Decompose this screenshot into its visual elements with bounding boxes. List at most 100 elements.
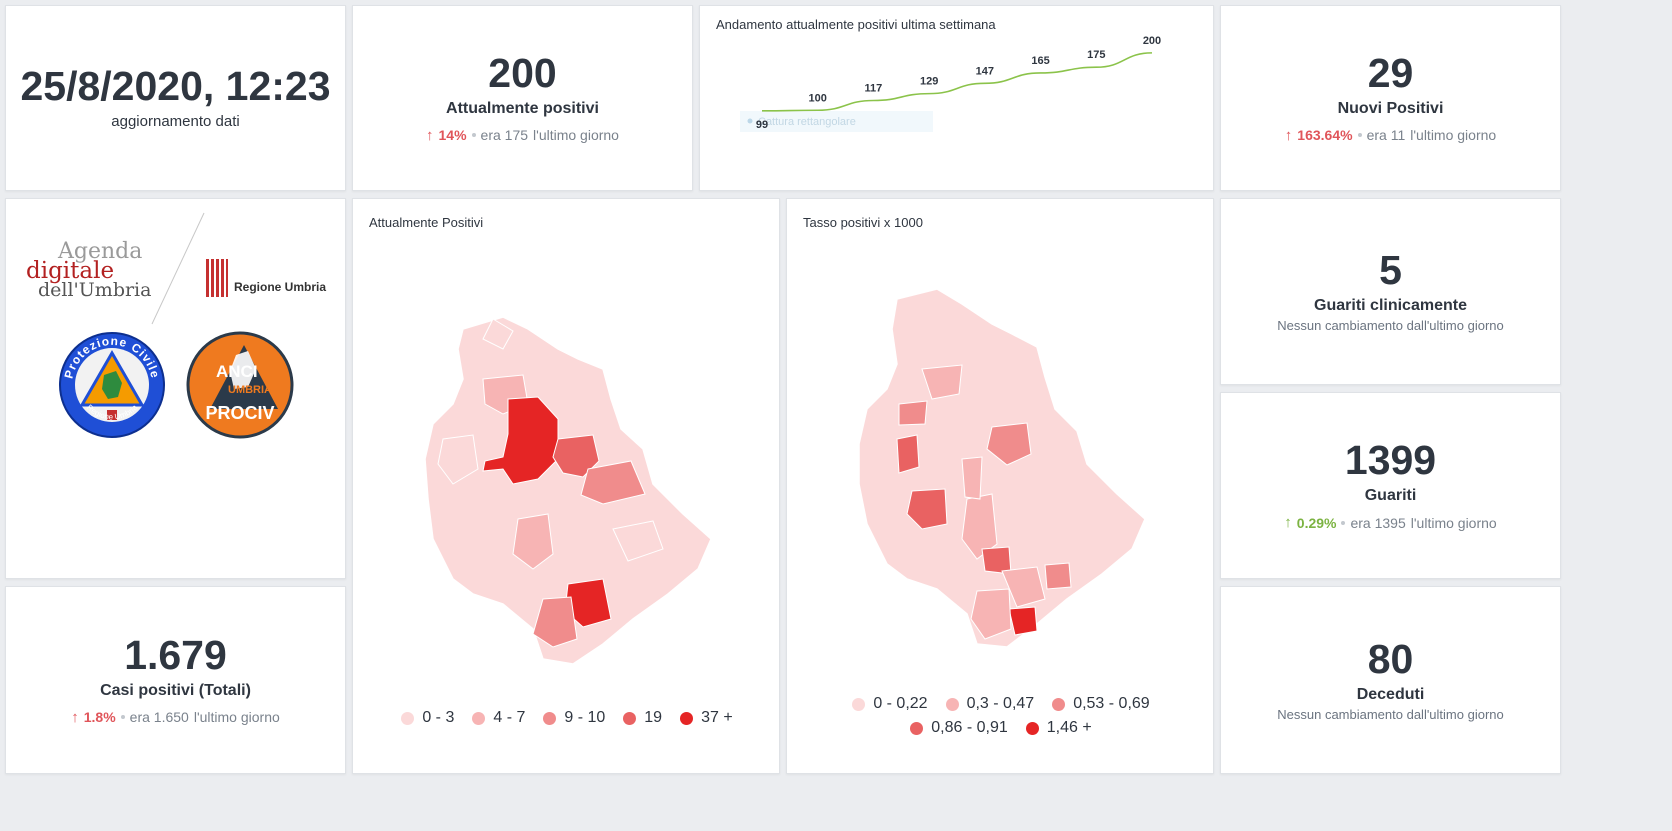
logos-card: Agenda digitale dell'Umbria Regione Umbr…	[5, 198, 346, 579]
trend-percent: 0.29%	[1296, 514, 1337, 531]
legend-label: 1,46 +	[1046, 719, 1092, 736]
municipality	[961, 456, 983, 500]
legend-label: 9 - 10	[564, 709, 606, 726]
series-line	[761, 52, 1153, 112]
municipality	[532, 596, 578, 648]
umbria-map-tasso[interactable]	[787, 199, 1215, 775]
legend-label: 0,53 - 0,69	[1073, 695, 1150, 712]
selection-hint-box	[740, 111, 933, 132]
kpi-label: Guariti clinicamente	[1314, 297, 1467, 314]
kpi-trend: ↑ 163.64% era 11 l'ultimo giorno	[1285, 127, 1496, 144]
map-attualmente-positivi-card: Attualmente Positivi 0 - 3 4 - 7 9 - 10 …	[352, 198, 780, 774]
data-label: 117	[865, 83, 883, 95]
data-label: 200	[1143, 35, 1161, 47]
separator-dot	[120, 715, 125, 719]
arrow-up-icon: ↑	[1284, 126, 1293, 144]
trend-chart-card: Andamento attualmente positivi ultima se…	[699, 5, 1214, 191]
timestamp-value: 25/8/2020, 12:23	[20, 63, 331, 109]
line-chart[interactable]: Cattura rettangolare 99 100 117 129 147 165 17…	[700, 6, 1215, 192]
legend-item[interactable]: 9 - 10	[543, 709, 605, 727]
separator-dot	[471, 133, 476, 137]
casi-totali-card: 1.679 Casi positivi (Totali) ↑ 1.8% era …	[5, 586, 346, 774]
municipality	[970, 588, 1012, 640]
agenda-digitale-logo: Agenda digitale dell'Umbria	[26, 239, 166, 309]
legend-item[interactable]: 4 - 7	[472, 709, 525, 727]
attualmente-positivi-card: 200 Attualmente positivi ↑ 14% era 175 l…	[352, 5, 693, 191]
svg-text:ANCI: ANCI	[216, 362, 258, 381]
protezione-civile-badge-icon: Protezione Civile Regione Umbria	[59, 332, 165, 438]
legend-swatch	[401, 711, 415, 725]
municipality	[921, 364, 963, 400]
kpi-value: 200	[488, 49, 557, 96]
legend-label: 19	[644, 709, 663, 726]
kpi-trend: ↑ 1.8% era 1.650 l'ultimo giorno	[71, 709, 280, 726]
legend-item[interactable]: 0 - 0,22	[852, 695, 928, 713]
legend-item[interactable]: 37 +	[680, 709, 733, 727]
municipality	[482, 318, 514, 350]
municipality	[512, 513, 554, 570]
kpi-trend: ↑ 0.29% era 1395 l'ultimo giorno	[1284, 514, 1496, 531]
legend-label: 37 +	[701, 709, 733, 726]
municipality	[986, 422, 1032, 466]
data-label: 99	[756, 119, 768, 131]
legend-swatch	[680, 711, 694, 725]
municipality	[981, 546, 1012, 575]
kpi-label: Nuovi Positivi	[1337, 99, 1444, 117]
trend-suffix: l'ultimo giorno	[1410, 127, 1497, 143]
legend-item[interactable]: 1,46 +	[1025, 719, 1092, 737]
trend-suffix: l'ultimo giorno	[1410, 514, 1497, 531]
legend-label: 0 - 3	[422, 709, 455, 726]
kpi-subtext: Nessun cambiamento dall'ultimo giorno	[1277, 318, 1504, 333]
chart-title: Andamento attualmente positivi ultima se…	[716, 17, 996, 32]
kpi-trend: ↑ 14% era 175 l'ultimo giorno	[426, 127, 619, 144]
guariti-card: 1399 Guariti ↑ 0.29% era 1395 l'ultimo g…	[1220, 392, 1561, 579]
legend-item[interactable]: 0,86 - 0,91	[910, 719, 1008, 737]
svg-text:UMBRIA: UMBRIA	[228, 384, 272, 396]
regione-umbria-emblem-icon	[206, 259, 228, 297]
municipality	[552, 434, 600, 478]
map-legend: 0 - 3 4 - 7 9 - 10 19 37 +	[353, 709, 781, 727]
trend-suffix: l'ultimo giorno	[533, 127, 619, 143]
data-labels: 99 100 117 129 147 165 175 200	[756, 35, 1161, 131]
data-label: 100	[809, 92, 827, 104]
municipality	[896, 434, 920, 474]
legend-item[interactable]: 0 - 3	[401, 709, 454, 727]
municipality	[898, 400, 928, 426]
nuovi-positivi-card: 29 Nuovi Positivi ↑ 163.64% era 11 l'ult…	[1220, 5, 1561, 191]
umbria-map-positivi[interactable]	[353, 199, 781, 775]
kpi-value: 80	[1367, 635, 1414, 682]
trend-previous: era 1395	[1350, 514, 1406, 531]
arrow-up-icon: ↑	[1284, 514, 1292, 531]
map-title: Tasso positivi x 1000	[803, 215, 923, 230]
municipality	[1044, 562, 1072, 590]
separator-dot	[1341, 520, 1346, 525]
timestamp-card: 25/8/2020, 12:23 aggiornamento dati	[5, 5, 346, 191]
selection-hint-dot	[747, 118, 753, 124]
legend-swatch	[472, 711, 486, 725]
legend-item[interactable]: 19	[623, 709, 662, 727]
kpi-value: 29	[1367, 49, 1414, 96]
data-label: 165	[1031, 55, 1049, 67]
selection-hint-label: Cattura rettangolare	[758, 116, 856, 128]
trend-percent: 1.8%	[83, 709, 116, 725]
kpi-value: 1.679	[124, 631, 227, 678]
legend-swatch	[1025, 721, 1039, 735]
kpi-label: Casi positivi (Totali)	[100, 681, 251, 699]
legend-label: 0,86 - 0,91	[931, 719, 1008, 736]
municipality-perugia	[482, 396, 559, 485]
arrow-up-icon: ↑	[426, 126, 434, 144]
deceduti-card: 80 Deceduti Nessun cambiamento dall'ulti…	[1220, 586, 1561, 774]
legend-swatch	[852, 697, 866, 711]
legend-swatch	[910, 721, 924, 735]
municipality	[1001, 566, 1046, 608]
kpi-value: 1399	[1344, 437, 1437, 483]
kpi-subtext: Nessun cambiamento dall'ultimo giorno	[1277, 706, 1504, 722]
legend-item[interactable]: 0,53 - 0,69	[1052, 695, 1150, 713]
data-label: 147	[976, 65, 994, 77]
agenda-line3: dell'Umbria	[38, 279, 152, 301]
legend-swatch	[945, 697, 959, 711]
data-label: 129	[920, 76, 938, 88]
legend-label: 0 - 0,22	[873, 695, 928, 712]
legend-item[interactable]: 0,3 - 0,47	[945, 695, 1034, 713]
trend-previous: era 175	[480, 127, 529, 143]
